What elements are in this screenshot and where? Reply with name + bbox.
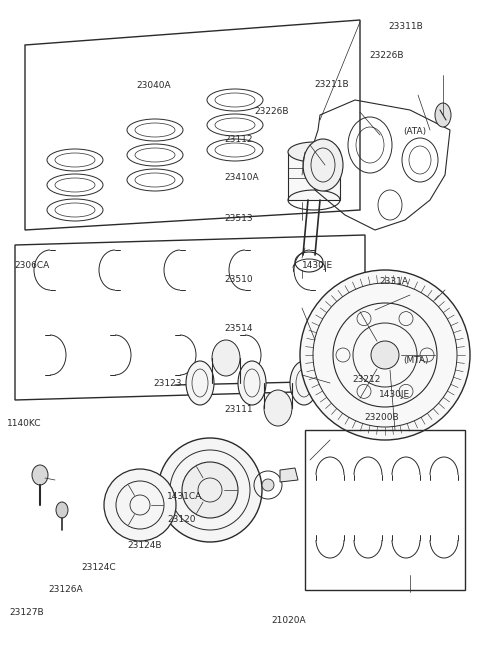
Ellipse shape	[316, 340, 344, 376]
Text: 1140KC: 1140KC	[7, 419, 42, 428]
Text: 23410A: 23410A	[225, 173, 259, 182]
Text: 23510: 23510	[225, 275, 253, 284]
Ellipse shape	[288, 142, 340, 162]
Text: 1431CA: 1431CA	[167, 491, 202, 501]
Text: 21020A: 21020A	[271, 616, 306, 625]
Text: 1430JE: 1430JE	[379, 390, 410, 399]
Text: 23200B: 23200B	[365, 413, 399, 422]
Text: 23123: 23123	[154, 379, 182, 388]
Text: 23126A: 23126A	[48, 585, 83, 595]
Ellipse shape	[264, 390, 292, 426]
Ellipse shape	[212, 340, 240, 376]
Text: 23124B: 23124B	[127, 541, 162, 550]
Ellipse shape	[186, 361, 214, 405]
Polygon shape	[280, 468, 298, 482]
Polygon shape	[288, 152, 340, 200]
Circle shape	[262, 479, 274, 491]
Text: 2306CA: 2306CA	[14, 261, 49, 270]
Circle shape	[371, 341, 399, 369]
Text: 23514: 23514	[225, 324, 253, 333]
Ellipse shape	[303, 139, 343, 191]
Ellipse shape	[435, 103, 451, 127]
Text: 23040A: 23040A	[137, 81, 171, 90]
Text: 1430JE: 1430JE	[302, 261, 334, 270]
Ellipse shape	[56, 502, 68, 518]
Ellipse shape	[238, 361, 266, 405]
Text: 23211B: 23211B	[314, 79, 349, 89]
Circle shape	[182, 462, 238, 518]
Text: 23111: 23111	[225, 405, 253, 415]
Text: 2331A: 2331A	[379, 277, 408, 286]
Ellipse shape	[32, 465, 48, 485]
Text: 23120: 23120	[167, 514, 195, 524]
Text: 23311B: 23311B	[389, 22, 423, 31]
Text: 23127B: 23127B	[10, 608, 44, 617]
Text: 23212: 23212	[353, 374, 381, 384]
Text: 23513: 23513	[225, 214, 253, 223]
Text: 23124C: 23124C	[82, 563, 116, 572]
Text: 23226B: 23226B	[370, 51, 404, 60]
Ellipse shape	[290, 361, 318, 405]
Text: 23112: 23112	[225, 135, 253, 145]
Ellipse shape	[342, 361, 370, 405]
Circle shape	[104, 469, 176, 541]
Text: (ATA): (ATA)	[403, 127, 426, 136]
Text: (MTA): (MTA)	[403, 355, 429, 365]
Text: 23226B: 23226B	[254, 107, 289, 116]
Circle shape	[158, 438, 262, 542]
Circle shape	[300, 270, 470, 440]
